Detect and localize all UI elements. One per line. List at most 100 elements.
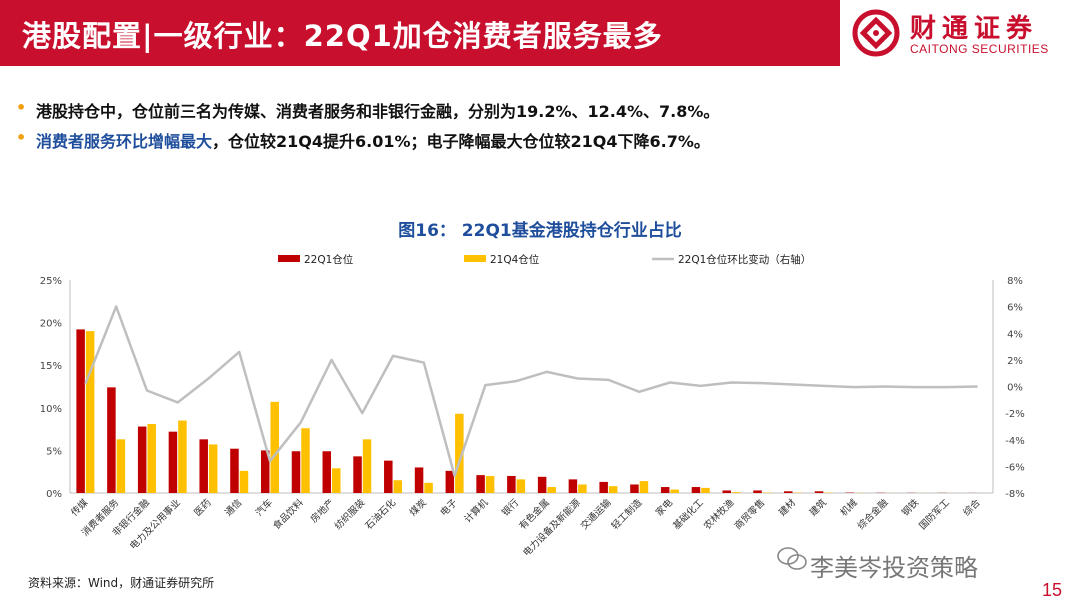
category-label: 交通运输 <box>578 496 614 532</box>
bar-22q1 <box>568 479 578 493</box>
category-label: 国防军工 <box>917 496 953 532</box>
bar-21q4 <box>516 479 526 493</box>
bar-21q4 <box>731 492 741 493</box>
wechat-icon <box>777 547 807 570</box>
left-tick-label: 10% <box>40 404 62 415</box>
bar-21q4 <box>85 331 95 493</box>
left-tick-label: 15% <box>40 361 62 372</box>
bar-22q1 <box>753 490 762 493</box>
bar-22q1 <box>353 456 362 493</box>
legend-label: 22Q1仓位环比变动（右轴） <box>678 253 811 266</box>
bar-22q1 <box>599 481 608 493</box>
bar-22q1 <box>137 426 147 493</box>
page-title: 港股配置|一级行业：22Q1加仓消费者服务最多 <box>22 19 663 53</box>
legend-swatch <box>278 255 300 262</box>
category-label: 综合 <box>961 496 983 518</box>
chart-title: 图16： 22Q1基金港股持仓行业占比 <box>398 221 682 241</box>
category-label: 食品饮料 <box>271 496 307 532</box>
right-tick-label: 8% <box>1007 276 1023 287</box>
bar-22q1 <box>322 451 332 493</box>
left-tick-label: 5% <box>46 446 62 457</box>
bar-21q4 <box>147 423 156 493</box>
bar-22q1 <box>445 470 455 493</box>
category-label: 机械 <box>838 496 860 518</box>
bar-22q1 <box>414 467 424 493</box>
bar-21q4 <box>332 468 341 493</box>
logo-text-cn: 财通证券 <box>910 14 1039 44</box>
left-tick-label: 20% <box>40 319 62 330</box>
bar-21q4 <box>701 487 710 493</box>
bar-21q4 <box>670 489 679 493</box>
bullet-dot-icon: • <box>16 98 27 117</box>
bullet-text: 消费者服务环比增幅最大，仓位较21Q4提升6.01%；电子降幅最大仓位较21Q4… <box>36 128 710 152</box>
right-tick-label: -6% <box>1005 462 1024 473</box>
right-tick-label: 0% <box>1007 383 1023 394</box>
category-label: 轻工制造 <box>609 496 645 532</box>
bar-22q1 <box>537 476 547 493</box>
category-label: 家电 <box>653 496 675 518</box>
bar-21q4 <box>178 420 187 493</box>
category-label: 房地产 <box>308 497 337 526</box>
bar-22q1 <box>630 484 639 493</box>
bar-22q1 <box>76 329 85 493</box>
bar-21q4 <box>639 481 649 493</box>
bullet-dot-icon: • <box>16 128 27 147</box>
bar-21q4 <box>393 480 403 493</box>
right-tick-label: -8% <box>1005 489 1024 500</box>
bar-21q4 <box>208 444 218 493</box>
bar-22q1 <box>168 431 178 493</box>
category-label: 建筑 <box>807 496 829 518</box>
bar-21q4 <box>608 486 618 493</box>
right-tick-label: -2% <box>1005 409 1024 420</box>
bullet-text: 港股持仓中，仓位前三名为传媒、消费者服务和非银行金融，分别为19.2%、12.4… <box>36 102 720 121</box>
category-label: 医药 <box>192 497 213 518</box>
bar-22q1 <box>691 487 701 493</box>
category-label: 汽车 <box>253 497 275 519</box>
bar-22q1 <box>814 491 824 493</box>
category-label: 电子 <box>438 496 460 518</box>
category-label: 煤炭 <box>407 496 429 518</box>
bar-21q4 <box>116 439 126 493</box>
bar-21q4 <box>485 475 495 493</box>
bar-22q1 <box>230 448 239 493</box>
category-label: 传媒 <box>69 496 91 518</box>
left-tick-label: 25% <box>40 276 62 287</box>
bar-22q1 <box>722 490 731 493</box>
category-label: 纺织服装 <box>332 496 368 532</box>
category-label: 综合金融 <box>855 496 891 532</box>
bullet-item: • 港股持仓中，仓位前三名为传媒、消费者服务和非银行金融，分别为19.2%、12… <box>16 98 1066 128</box>
logo-text-en: CAITONG SECURITIES <box>910 42 1049 56</box>
bar-21q4 <box>270 401 279 493</box>
category-label: 农林牧渔 <box>701 496 737 532</box>
legend-label: 22Q1仓位 <box>304 253 354 266</box>
category-label: 通信 <box>222 497 244 519</box>
bar-21q4 <box>362 439 372 493</box>
bar-22q1 <box>507 475 516 493</box>
bar-22q1 <box>660 487 670 493</box>
right-tick-label: 6% <box>1007 303 1023 314</box>
bar-22q1 <box>260 450 270 493</box>
category-label: 建材 <box>776 496 798 518</box>
bar-21q4 <box>301 428 310 493</box>
category-label: 计算机 <box>462 496 491 525</box>
legend-label: 21Q4仓位 <box>490 253 540 266</box>
page-number: 15 <box>1041 580 1062 600</box>
bar-22q1 <box>291 451 301 493</box>
left-tick-label: 0% <box>46 489 62 500</box>
logo-mark-icon <box>852 9 900 57</box>
watermark-text: 李美岑投资策略 <box>810 554 978 582</box>
source-note: 资料来源：Wind，财通证券研究所 <box>28 576 215 590</box>
bar-22q1 <box>107 387 116 493</box>
company-logo: 财通证券 CAITONG SECURITIES <box>840 0 1080 66</box>
right-tick-label: 4% <box>1007 329 1023 340</box>
category-label: 石油石化 <box>363 496 399 532</box>
right-tick-label: 2% <box>1007 356 1023 367</box>
category-label: 银行 <box>499 496 521 518</box>
category-label: 电力设备及新能源 <box>521 496 584 559</box>
bullet-item: • 消费者服务环比增幅最大，仓位较21Q4提升6.01%；电子降幅最大仓位较21… <box>16 128 1066 158</box>
bar-22q1 <box>199 439 208 493</box>
bar-22q1 <box>476 475 485 493</box>
bar-21q4 <box>455 413 464 493</box>
legend-swatch <box>464 255 486 262</box>
summary-bullets: • 港股持仓中，仓位前三名为传媒、消费者服务和非银行金融，分别为19.2%、12… <box>16 98 1066 158</box>
